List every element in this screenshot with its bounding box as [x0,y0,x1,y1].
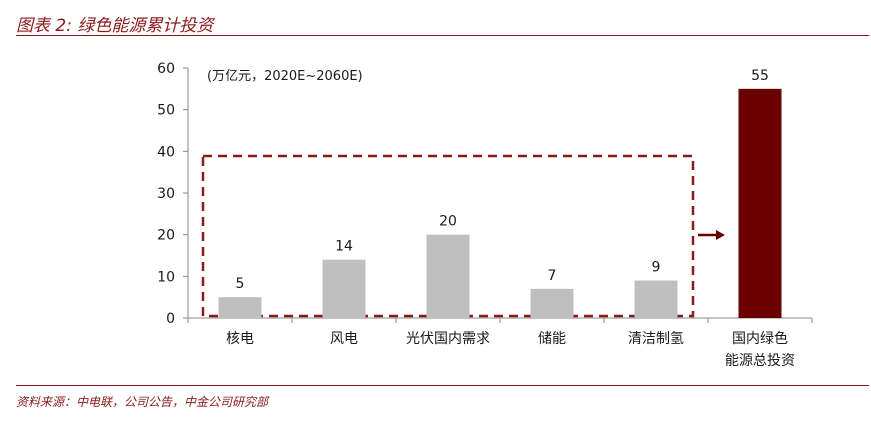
y-tick-label: 20 [157,228,175,244]
y-tick-label: 40 [157,144,175,160]
data-label: 9 [652,260,661,276]
bar [426,234,470,318]
components-bracket [201,154,695,318]
figure-title: 图表 2: 绿色能源累计投资 [16,16,214,36]
data-label: 5 [236,276,245,292]
category-label: 风电 [330,331,358,347]
y-tick-label: 50 [157,103,175,119]
y-tick-label: 10 [157,269,175,285]
source-note: 资料来源：中电联，公司公告，中金公司研究部 [16,395,269,409]
source-divider [16,385,869,386]
category-label: 核电 [226,331,254,347]
bar [322,259,366,318]
bar [530,288,574,318]
data-labels-group: 5 14 20 7 9 55 [236,68,769,292]
y-tick-label: 60 [157,61,175,77]
bars-group [218,88,782,318]
title-divider [16,35,869,36]
data-label: 7 [548,268,557,284]
category-labels-group: 核电 风电 光伏国内需求 储能 清洁制氢 国内绿色能源总投资 [226,330,795,369]
bar [738,88,782,318]
y-tick-label: 30 [157,186,175,202]
y-axis [183,67,189,319]
arrow-icon [698,230,725,240]
category-label: 清洁制氢 [628,331,684,347]
data-label: 55 [751,68,769,84]
category-label: 国内绿色能源总投资 [725,330,795,369]
category-label: 光伏国内需求 [406,331,490,347]
y-tick-labels-group: 0 10 20 30 40 50 60 [157,61,175,327]
data-label: 14 [335,239,353,255]
bar [634,280,678,318]
unit-note: (万亿元，2020E~2060E) [207,69,363,84]
category-label: 储能 [538,331,566,347]
x-axis [187,317,813,323]
y-tick-label: 0 [166,311,175,327]
data-label: 20 [439,214,457,230]
bar [218,297,262,318]
